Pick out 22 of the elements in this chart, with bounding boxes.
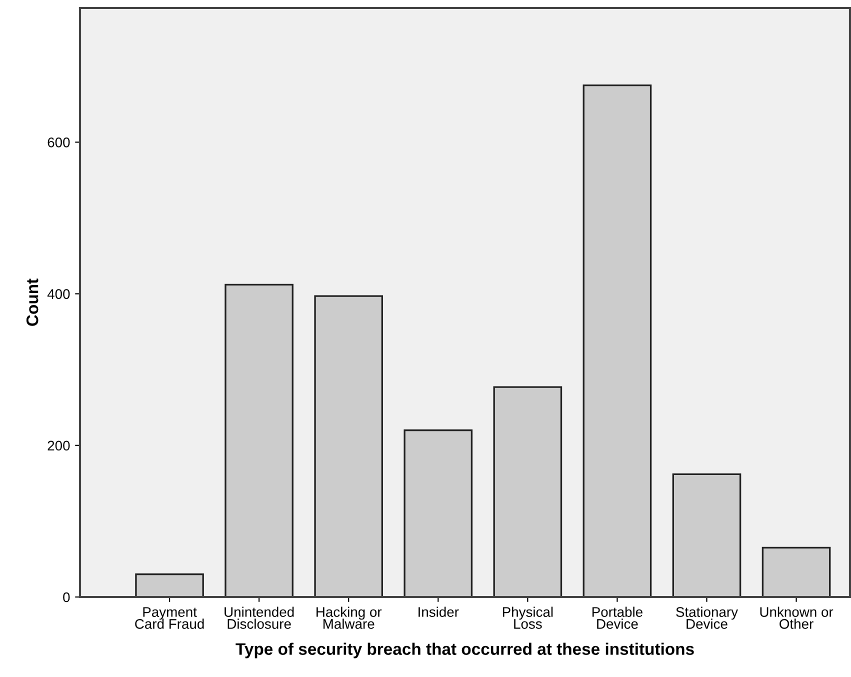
bar xyxy=(672,473,742,597)
bar xyxy=(762,546,831,597)
bar xyxy=(493,386,562,597)
x-tick-label: Hacking or Malware xyxy=(316,606,382,629)
y-tick-label: 0 xyxy=(63,592,70,602)
y-tick-label: 600 xyxy=(48,138,70,148)
x-axis-title: Type of security breach that occurred at these institutions xyxy=(236,642,694,658)
x-tick-label: Payment Card Fraud xyxy=(135,607,204,629)
x-tick-label: Unintended Disclosure xyxy=(224,606,294,629)
x-tick-label: Stationary Device xyxy=(676,606,738,629)
x-tick-label: Portable Device xyxy=(592,606,642,629)
bar xyxy=(314,295,384,597)
x-tick-label: Unknown or Other xyxy=(760,606,834,629)
y-axis-title: Count xyxy=(26,278,38,326)
y-tick-label: 200 xyxy=(48,440,70,451)
bar xyxy=(135,573,204,597)
bar xyxy=(224,284,294,597)
y-tick-label: 400 xyxy=(47,289,70,299)
bar xyxy=(582,84,652,597)
bar xyxy=(404,429,473,597)
x-tick-label: Physical Loss xyxy=(502,606,553,629)
x-tick-label: Insider xyxy=(418,606,459,617)
